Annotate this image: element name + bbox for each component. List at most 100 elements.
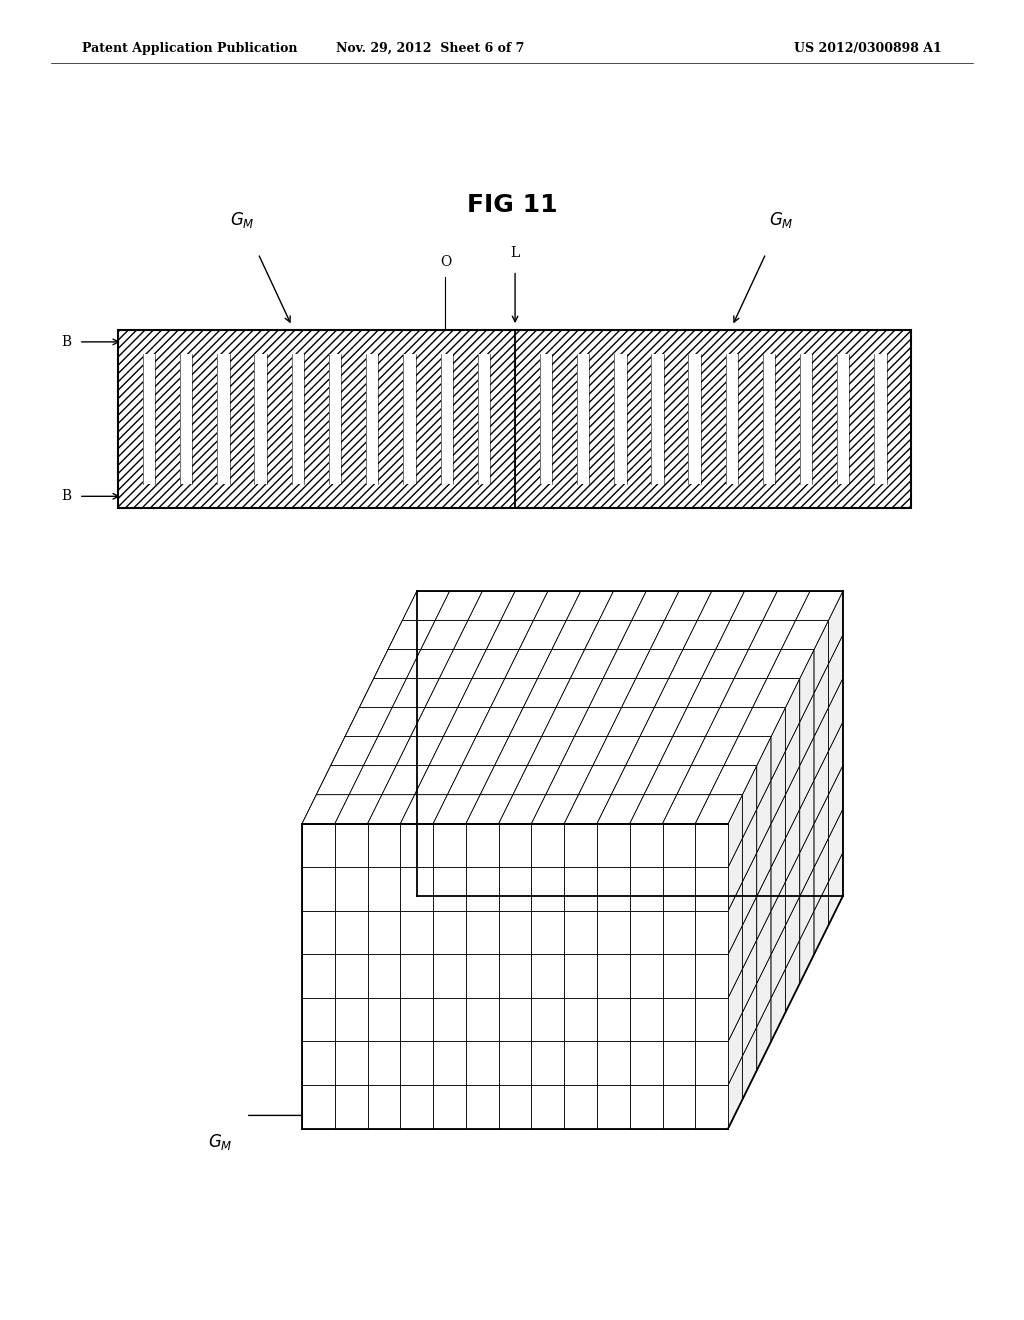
Polygon shape [433,911,466,954]
Polygon shape [663,867,695,911]
Polygon shape [757,954,771,1027]
Polygon shape [368,911,400,954]
Polygon shape [407,649,454,678]
Polygon shape [331,737,345,809]
Polygon shape [622,678,669,708]
Polygon shape [388,751,402,824]
Polygon shape [650,620,697,649]
Polygon shape [466,954,499,998]
Polygon shape [673,708,720,737]
Polygon shape [302,1085,335,1129]
Polygon shape [402,766,417,838]
Polygon shape [677,766,724,795]
Polygon shape [785,940,800,1012]
Bar [440,354,453,484]
Bar [155,354,180,484]
Polygon shape [490,678,538,708]
Polygon shape [345,925,359,998]
Polygon shape [552,620,599,649]
Polygon shape [767,649,814,678]
Polygon shape [335,824,368,867]
Polygon shape [531,867,564,911]
Polygon shape [331,911,345,983]
Polygon shape [542,708,589,737]
Polygon shape [650,620,697,649]
Polygon shape [472,649,519,678]
Text: $G_M$: $G_M$ [208,1131,232,1152]
Polygon shape [402,635,417,708]
Polygon shape [556,678,603,708]
Text: B: B [61,335,72,348]
Bar [812,354,837,484]
Polygon shape [531,911,564,954]
Polygon shape [574,708,622,737]
Polygon shape [345,708,392,737]
Polygon shape [617,620,665,649]
Polygon shape [763,591,810,620]
Text: O: O [440,255,451,269]
Polygon shape [589,678,636,708]
Bar [118,330,911,508]
Polygon shape [757,867,771,940]
Polygon shape [663,1085,695,1129]
Text: FIG 11: FIG 11 [467,193,557,216]
Polygon shape [644,766,691,795]
Polygon shape [396,737,443,766]
Polygon shape [771,925,785,998]
Polygon shape [706,708,753,737]
Polygon shape [738,708,785,737]
Polygon shape [527,737,574,766]
Bar [887,354,911,484]
Polygon shape [564,954,597,998]
Polygon shape [828,635,843,708]
Polygon shape [597,1085,630,1129]
Polygon shape [335,954,368,998]
Polygon shape [757,998,771,1071]
Polygon shape [439,649,486,678]
Polygon shape [828,722,843,795]
Polygon shape [720,678,767,708]
Polygon shape [513,766,560,795]
Text: Patent Application Publication: Patent Application Publication [82,42,297,55]
Polygon shape [466,824,499,867]
Text: $G_M$: $G_M$ [769,210,794,230]
Polygon shape [542,708,589,737]
Polygon shape [407,649,454,678]
Polygon shape [359,853,374,925]
Polygon shape [302,954,335,998]
Polygon shape [828,853,843,925]
Polygon shape [302,867,335,911]
Polygon shape [345,838,359,911]
Polygon shape [677,766,724,795]
Polygon shape [368,954,400,998]
Polygon shape [607,708,654,737]
Polygon shape [691,737,738,766]
Polygon shape [425,678,472,708]
Polygon shape [335,1041,368,1085]
Polygon shape [433,954,466,998]
Polygon shape [364,737,411,766]
Polygon shape [728,795,742,867]
Polygon shape [368,998,400,1041]
Polygon shape [429,737,476,766]
Polygon shape [335,795,382,824]
Polygon shape [499,954,531,998]
Polygon shape [531,824,564,867]
Polygon shape [593,737,640,766]
Bar [403,354,416,484]
Polygon shape [742,896,757,969]
Bar [118,484,911,508]
Bar [627,354,651,484]
Polygon shape [597,998,630,1041]
Polygon shape [388,620,435,649]
Bar [304,354,329,484]
Polygon shape [429,737,476,766]
Polygon shape [742,1027,757,1100]
Polygon shape [800,737,814,809]
Polygon shape [630,911,663,954]
Polygon shape [505,649,552,678]
Polygon shape [771,751,785,824]
Polygon shape [742,940,757,1012]
Polygon shape [640,708,687,737]
Polygon shape [785,853,800,925]
